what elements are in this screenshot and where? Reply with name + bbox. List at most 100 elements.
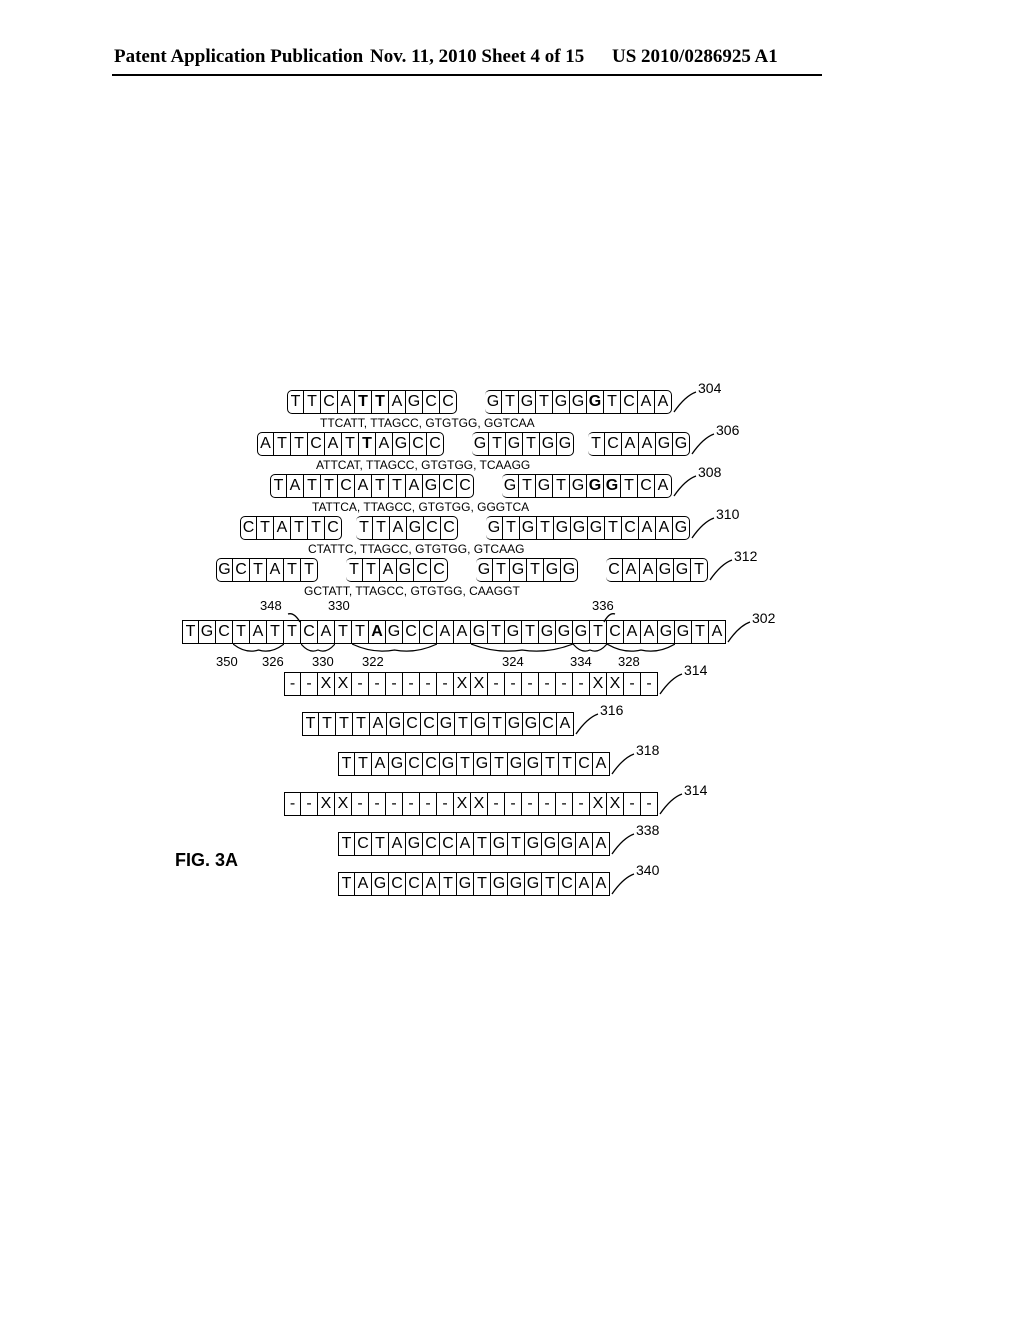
seq-cell: X	[454, 672, 471, 696]
seq-cell: C	[355, 832, 372, 856]
seq-cell: A	[656, 516, 673, 540]
seq-cell: G	[525, 752, 542, 776]
seq-cell: A	[257, 432, 274, 456]
seq-cell: T	[542, 752, 559, 776]
seq-cell: X	[471, 792, 488, 816]
seq-cell: G	[506, 712, 523, 736]
seq-cell: G	[406, 390, 423, 414]
seq-cell: -	[522, 672, 539, 696]
seq-cell: C	[423, 832, 440, 856]
seq-cell: A	[389, 390, 406, 414]
seq-cell: -	[624, 792, 641, 816]
seq-cell: T	[335, 620, 352, 644]
brace	[233, 644, 284, 656]
seq-cell: G	[587, 390, 604, 414]
seq-cell: -	[403, 672, 420, 696]
seq-cell: T	[372, 390, 389, 414]
seq-cell: C	[421, 712, 438, 736]
seq-cell: G	[476, 558, 493, 582]
seq-cell: T	[342, 432, 359, 456]
seq-cell: T	[355, 752, 372, 776]
seq-cell: C	[308, 432, 325, 456]
seq-cell: C	[440, 474, 457, 498]
annotation-334: 334	[570, 654, 592, 669]
seq-cell: T	[536, 390, 553, 414]
seq-cell: -	[369, 792, 386, 816]
figure-label: FIG. 3A	[175, 850, 238, 871]
annotation-348: 348	[260, 598, 282, 613]
seq-cell: -	[437, 672, 454, 696]
seq-cell: G	[673, 516, 690, 540]
annotation-336: 336	[592, 598, 614, 613]
seq-cell: T	[284, 620, 301, 644]
seq-cell: T	[284, 558, 301, 582]
header-right: US 2010/0286925 A1	[612, 46, 778, 68]
seq-cell: X	[335, 792, 352, 816]
seq-cell: A	[376, 432, 393, 456]
seq-cell: -	[284, 672, 301, 696]
seq-cell: -	[505, 792, 522, 816]
seq-cell: A	[250, 620, 267, 644]
brace	[573, 644, 607, 656]
brace	[301, 644, 335, 656]
seq-cell: C	[233, 558, 250, 582]
seq-cell: A	[406, 474, 423, 498]
seq-cell: -	[352, 792, 369, 816]
seq-cell: G	[604, 474, 621, 498]
seq-cell: C	[414, 558, 431, 582]
seq-cell: T	[553, 474, 570, 498]
seq-cell: T	[338, 752, 355, 776]
seq-cell: G	[491, 832, 508, 856]
seq-cell: T	[373, 516, 390, 540]
seq-cell: C	[607, 620, 624, 644]
seq-cell: G	[570, 474, 587, 498]
seq-cell: C	[410, 432, 427, 456]
seq-cell: A	[622, 432, 639, 456]
seq-cell: G	[571, 516, 588, 540]
seq-cell: -	[437, 792, 454, 816]
seq-cell: -	[505, 672, 522, 696]
seq-cell: T	[304, 474, 321, 498]
seq-cell: -	[386, 792, 403, 816]
seq-cell: T	[291, 516, 308, 540]
annotation-350: 350	[216, 654, 238, 669]
seq-cell: T	[590, 620, 607, 644]
seq-cell: A	[557, 712, 574, 736]
seq-cell: X	[590, 792, 607, 816]
seq-cell: C	[423, 752, 440, 776]
seq-cell: G	[505, 620, 522, 644]
seq-cell: C	[605, 432, 622, 456]
brace	[471, 644, 573, 656]
header-mid: Nov. 11, 2010 Sheet 4 of 15	[370, 46, 584, 68]
seq-cell: A	[639, 432, 656, 456]
seq-cell: A	[593, 832, 610, 856]
seq-cell: -	[420, 792, 437, 816]
sub-sequence: ATTCAT, TTAGCC, GTGTGG, TCAAGG	[316, 458, 530, 472]
seq-cell: G	[519, 390, 536, 414]
seq-cell: T	[605, 516, 622, 540]
seq-cell: T	[489, 712, 506, 736]
seq-cell: G	[542, 832, 559, 856]
seq-cell: T	[489, 432, 506, 456]
seq-cell: C	[559, 872, 576, 896]
seq-cell: A	[338, 390, 355, 414]
seq-cell: X	[607, 792, 624, 816]
seq-cell: C	[389, 872, 406, 896]
seq-cell: T	[502, 390, 519, 414]
seq-cell: T	[287, 390, 304, 414]
seq-cell: A	[655, 390, 672, 414]
seq-cell: T	[319, 712, 336, 736]
seq-cell: G	[525, 872, 542, 896]
seq-cell: A	[369, 620, 386, 644]
seq-cell: -	[641, 792, 658, 816]
seq-cell: A	[641, 620, 658, 644]
seq-cell: A	[638, 390, 655, 414]
annotation-328: 328	[618, 654, 640, 669]
seq-cell: T	[488, 620, 505, 644]
seq-cell: T	[457, 752, 474, 776]
seq-cell: G	[397, 558, 414, 582]
seq-cell: X	[590, 672, 607, 696]
seq-cell: G	[471, 620, 488, 644]
seq-cell: T	[274, 432, 291, 456]
seq-cell: A	[380, 558, 397, 582]
